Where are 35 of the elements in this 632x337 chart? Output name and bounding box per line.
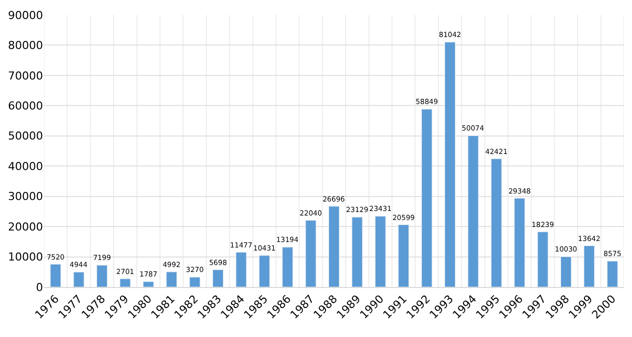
bar <box>374 216 386 287</box>
bar <box>73 272 84 287</box>
bar <box>584 246 595 287</box>
y-tick-label: 10000 <box>8 250 43 264</box>
bar <box>444 42 456 287</box>
bar <box>328 206 340 287</box>
bar <box>514 198 526 287</box>
bar <box>606 260 618 287</box>
bar <box>352 216 363 287</box>
bar <box>398 224 410 287</box>
y-tick-label: 60000 <box>8 100 43 113</box>
bar <box>142 281 154 287</box>
bar <box>236 252 247 287</box>
y-tick-label: 0 <box>36 280 43 294</box>
bar <box>189 276 200 287</box>
bar <box>421 108 432 287</box>
bar <box>282 246 294 287</box>
y-tick-label: 80000 <box>8 39 43 52</box>
y-tick-label: 20000 <box>8 220 43 234</box>
bar <box>560 256 572 287</box>
y-tick-label: 40000 <box>8 160 43 173</box>
y-tick-label: 90000 <box>8 8 43 22</box>
bar <box>166 272 178 287</box>
bar <box>490 158 502 287</box>
bar <box>468 135 479 287</box>
bar <box>50 264 62 287</box>
bar <box>120 278 131 287</box>
bar <box>212 270 224 287</box>
bar <box>537 232 548 287</box>
bar <box>96 264 108 287</box>
y-tick-label: 70000 <box>8 69 43 82</box>
y-tick-label: 50000 <box>8 130 43 143</box>
y-tick-label: 30000 <box>8 190 43 204</box>
bar <box>258 255 270 287</box>
bar <box>305 220 316 287</box>
